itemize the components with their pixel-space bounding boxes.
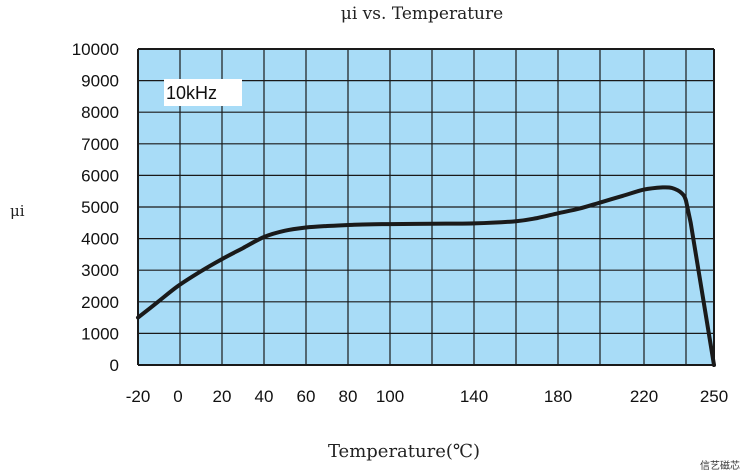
x-tick-label: 140: [460, 387, 488, 406]
x-tick-label: -20: [126, 387, 151, 406]
x-axis-label: Temperature(℃): [328, 441, 480, 462]
x-tick-label: 100: [376, 387, 404, 406]
x-tick-label: 220: [630, 387, 658, 406]
y-tick-label: 8000: [81, 103, 119, 122]
x-tick-labels: -20 0 20 40 60 80 100 140 180 220 250: [126, 387, 728, 406]
y-tick-label: 1000: [81, 324, 119, 343]
y-tick-label: 4000: [81, 230, 119, 249]
x-tick-label: 80: [339, 387, 358, 406]
x-tick-label: 0: [173, 387, 182, 406]
annotation-box: [164, 79, 242, 106]
chart-title: μi vs. Temperature: [341, 4, 503, 24]
y-axis-label: μi: [10, 202, 25, 220]
x-tick-label: 60: [297, 387, 316, 406]
x-tick-label: 250: [700, 387, 728, 406]
x-tick-label: 180: [544, 387, 572, 406]
y-tick-label: 9000: [81, 72, 119, 91]
y-tick-label: 10000: [72, 40, 119, 59]
y-tick-label: 7000: [81, 135, 119, 154]
series-line: [136, 185, 716, 367]
y-tick-label: 5000: [81, 198, 119, 217]
y-tick-labels: 0 1000 2000 3000 4000 5000 6000 7000 8000 9000 100…: [72, 40, 119, 375]
x-tick-label: 40: [255, 387, 274, 406]
frequency-annotation: 10kHz: [166, 83, 217, 103]
x-tick-label: 20: [213, 387, 232, 406]
y-tick-label: 2000: [81, 293, 119, 312]
watermark: 信艺磁芯: [700, 459, 740, 472]
y-tick-label: 0: [110, 356, 119, 375]
y-tick-label: 3000: [81, 261, 119, 280]
y-tick-label: 6000: [81, 166, 119, 185]
